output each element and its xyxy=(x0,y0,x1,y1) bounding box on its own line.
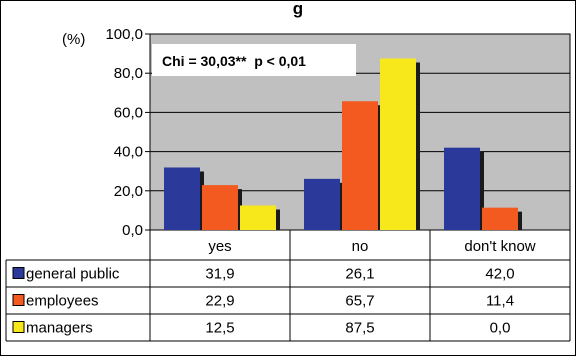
y-tick-label: 100,0 xyxy=(105,26,143,43)
y-tick-label: 80,0 xyxy=(114,65,143,82)
legend-label: employees xyxy=(26,293,99,310)
y-tick-label: 20,0 xyxy=(114,183,143,200)
table-value: 26,1 xyxy=(345,266,374,283)
category-label: yes xyxy=(208,238,231,255)
y-axis-ticks: 0,0 20,0 40,0 60,0 80,0 100,0 xyxy=(105,26,150,239)
table-value: 42,0 xyxy=(485,266,514,283)
bar xyxy=(202,185,238,230)
bar xyxy=(482,207,518,230)
bar xyxy=(342,101,378,230)
table-value: 12,5 xyxy=(205,320,234,337)
table-value: 65,7 xyxy=(345,293,374,310)
y-tick-label: 60,0 xyxy=(114,104,143,121)
table-value: 87,5 xyxy=(345,320,374,337)
chart-title-fragment: g xyxy=(293,0,303,18)
bars xyxy=(164,58,522,230)
table-value: 0,0 xyxy=(490,320,511,337)
table-value: 22,9 xyxy=(205,293,234,310)
annotation-box xyxy=(152,44,356,76)
annotation-text: Chi = 30,03** p < 0,01 xyxy=(162,53,306,69)
legend-label: general public xyxy=(26,266,120,283)
bar xyxy=(444,147,480,230)
category-label: don't know xyxy=(464,238,535,255)
table-value: 11,4 xyxy=(486,293,514,310)
legend-key xyxy=(12,294,25,306)
y-tick-label: 0,0 xyxy=(122,222,143,239)
legend-key xyxy=(12,321,25,333)
bar xyxy=(164,167,200,230)
data-table: yes no don't know general public 31,9 26,1 42,… xyxy=(5,230,571,342)
y-tick-label: 40,0 xyxy=(114,144,143,161)
bar xyxy=(304,178,340,230)
table-value: 31,9 xyxy=(205,266,234,283)
bar xyxy=(240,205,276,230)
bar xyxy=(380,58,416,230)
legend-key xyxy=(12,267,25,279)
legend-label: managers xyxy=(26,320,93,337)
category-label: no xyxy=(352,238,369,255)
y-axis-unit: (%) xyxy=(62,31,85,48)
